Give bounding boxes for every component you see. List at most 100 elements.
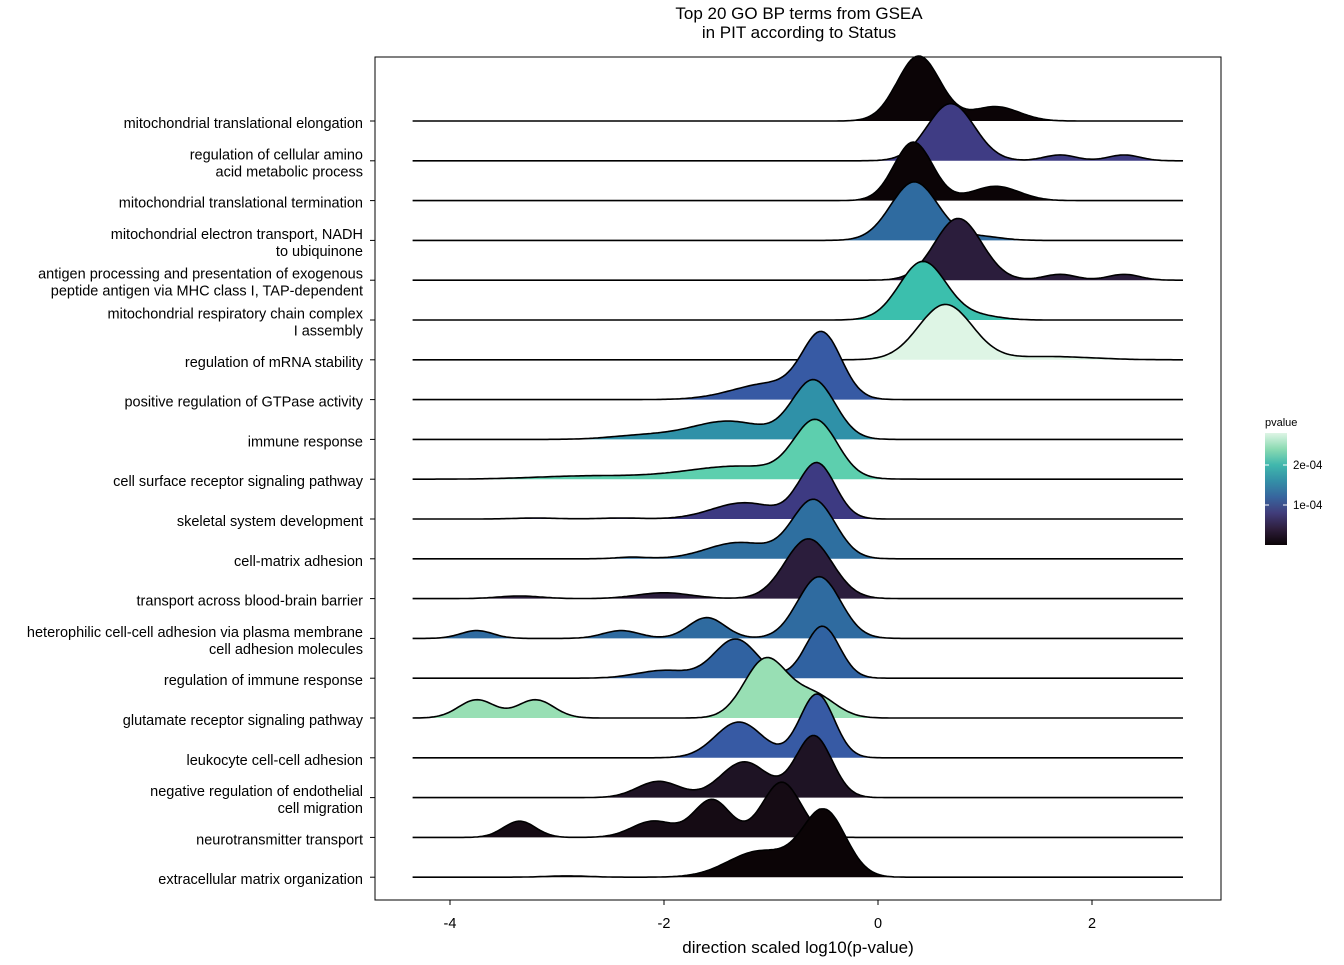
ridge-outline-12 (412, 498, 1183, 560)
y-tick-label-1: mitochondrial translational elongation (124, 116, 363, 132)
ridge-fill-11 (412, 462, 1184, 519)
ridge-17 (412, 693, 1184, 759)
ridge-outline-18 (412, 734, 1183, 799)
ridge-outline-5 (412, 217, 1183, 281)
ridge-fill-4 (412, 181, 1184, 241)
ridge-fill-12 (412, 499, 1184, 559)
ridge-fill-5 (412, 218, 1184, 281)
plot-panel-border (374, 56, 1222, 901)
ridge-fill-7 (412, 304, 1184, 360)
x-tick-label-3: 0 (874, 916, 882, 932)
ridge-fill-6 (412, 261, 1184, 320)
ridge-outline-15 (412, 625, 1183, 679)
ridge-fill-13 (412, 538, 1184, 599)
y-tick-label-2-line-1: regulation of cellular amino (190, 147, 363, 163)
chart-title-line-2: in PIT according to Status (702, 23, 896, 42)
ridge-15 (412, 625, 1184, 679)
y-tick-label-17: leukocyte cell-cell adhesion (186, 753, 363, 769)
ridge-outline-11 (412, 461, 1183, 520)
ridge-fill-10 (412, 419, 1184, 480)
y-tick-label-15: regulation of immune response (164, 673, 363, 689)
y-tick-label-9: immune response (248, 434, 363, 450)
y-tick-label-6-line-1: mitochondrial respiratory chain complex (108, 307, 364, 323)
ridge-outline-17 (412, 693, 1183, 759)
y-tick-label-14-line-1: heterophilic cell-cell adhesion via plas… (27, 625, 363, 641)
ridge-10 (412, 418, 1184, 480)
ridge-4 (412, 181, 1184, 242)
ridge-fill-19 (412, 782, 1184, 838)
y-axis: mitochondrial translational elongation re… (27, 116, 375, 888)
ridge-9 (412, 378, 1184, 441)
ridge-18 (412, 734, 1184, 799)
ridge-13 (412, 538, 1184, 600)
ridge-outline-7 (412, 303, 1183, 361)
ridge-19 (412, 781, 1184, 839)
x-axis-label: direction scaled log10(p-value) (682, 938, 914, 957)
y-tick-label-3: mitochondrial translational termination (119, 196, 363, 212)
ridge-14 (412, 575, 1184, 640)
x-axis: -4 -2 0 2 (444, 900, 1096, 932)
legend-tick-label-2: 2e-04 (1293, 460, 1323, 472)
ridge-outline-19 (412, 781, 1183, 839)
y-tick-label-13: transport across blood-brain barrier (137, 594, 364, 610)
ridge-outline-3 (412, 141, 1183, 202)
ridge-12 (412, 498, 1184, 560)
y-tick-label-5-line-1: antigen processing and presentation of e… (38, 267, 363, 283)
chart-title-line-1: Top 20 GO BP terms from GSEA (675, 4, 923, 23)
ridge-fill-1 (412, 56, 1184, 121)
ridge-16 (412, 656, 1184, 719)
ridge-fill-18 (412, 735, 1184, 798)
y-tick-label-20: extracellular matrix organization (158, 872, 363, 888)
ridge-fill-3 (412, 142, 1184, 201)
ridge-1 (412, 55, 1184, 122)
ridge-fill-20 (412, 808, 1184, 878)
y-tick-label-4-line-1: mitochondrial electron transport, NADH (111, 227, 363, 243)
y-tick-label-8: positive regulation of GTPase activity (124, 395, 363, 411)
ridge-fill-9 (412, 379, 1184, 440)
ridge-6 (412, 260, 1184, 321)
legend-title: pvalue (1265, 417, 1297, 429)
ridge-outline-4 (412, 181, 1183, 242)
ridge-fill-8 (412, 331, 1184, 400)
legend-tick-label-1: 1e-04 (1293, 500, 1323, 512)
y-tick-label-2-line-2: acid metabolic process (216, 164, 364, 180)
ridge-2 (412, 102, 1184, 162)
ridge-outline-16 (412, 656, 1183, 719)
ridge-fill-15 (412, 626, 1184, 679)
ridge-outline-10 (412, 418, 1183, 480)
ridge-fill-2 (412, 103, 1184, 161)
ridge-8 (412, 330, 1184, 401)
ridge-outline-8 (412, 330, 1183, 401)
ridge-11 (412, 461, 1184, 520)
x-tick-label-1: -4 (444, 916, 457, 932)
ridge-20 (412, 808, 1184, 878)
ridge-7 (412, 303, 1184, 361)
ridge-fill-17 (412, 694, 1184, 758)
ridge-outline-6 (412, 260, 1183, 321)
ridge-fill-14 (412, 576, 1184, 639)
ridge-fill-16 (412, 657, 1184, 718)
color-legend: pvalue 1e-04 2e-04 (1265, 417, 1323, 545)
ridge-3 (412, 141, 1184, 202)
y-tick-label-16: glutamate receptor signaling pathway (123, 713, 364, 729)
y-tick-label-5-line-2: peptide antigen via MHC class I, TAP-dep… (51, 284, 363, 300)
ridge-outline-1 (412, 55, 1183, 122)
y-tick-label-18-line-1: negative regulation of endothelial (150, 784, 363, 800)
ridge-outline-13 (412, 538, 1183, 600)
y-tick-label-12: cell-matrix adhesion (234, 554, 363, 570)
y-tick-label-18-line-2: cell migration (278, 801, 363, 817)
legend-colorbar (1265, 433, 1287, 545)
y-tick-label-14-line-2: cell adhesion molecules (209, 642, 363, 658)
ridge-5 (412, 217, 1184, 281)
y-tick-label-7: regulation of mRNA stability (185, 355, 364, 371)
y-tick-label-19: neurotransmitter transport (196, 832, 363, 848)
ridge-outline-20 (412, 808, 1183, 878)
x-tick-label-4: 2 (1088, 916, 1096, 932)
ridge-outline-9 (412, 378, 1183, 441)
y-tick-label-4-line-2: to ubiquinone (276, 244, 363, 260)
y-tick-label-10: cell surface receptor signaling pathway (113, 474, 364, 490)
ridge-outline-2 (412, 102, 1183, 162)
y-tick-label-11: skeletal system development (177, 514, 363, 530)
ridge-outline-14 (412, 575, 1183, 640)
